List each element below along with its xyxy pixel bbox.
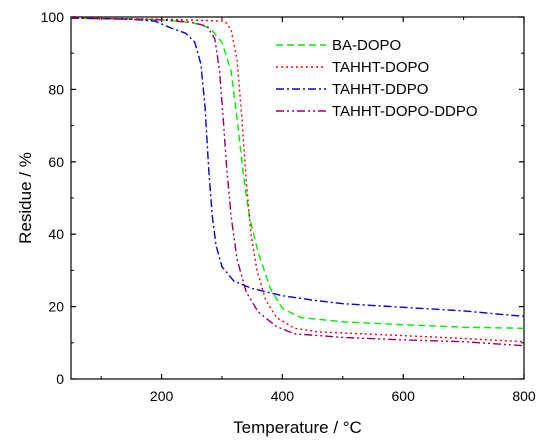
series-line-1: [70, 17, 525, 329]
x-axis-title: Temperature / °C: [233, 418, 362, 437]
legend: BA-DOPO TAHHT-DOPO TAHHT-DDPO TAHHT-DOPO-DD…: [276, 37, 478, 120]
y-tick-label: 60: [48, 154, 64, 170]
x-tick-label: 200: [150, 388, 174, 404]
y-tick-label: 100: [41, 9, 65, 25]
x-tick-label: 400: [271, 388, 295, 404]
series-line-4: [70, 17, 525, 347]
x-tick-label: 600: [392, 388, 416, 404]
x-axis-ticks: 200 400 600 800: [100, 17, 536, 404]
y-axis-ticks: 0 20 40 60 80 100: [41, 9, 524, 387]
legend-label-2: TAHHT-DOPO: [332, 59, 429, 76]
y-tick-label: 40: [48, 226, 64, 242]
series-line-3: [70, 17, 525, 318]
legend-label-3: TAHHT-DDPO: [332, 81, 428, 98]
legend-label-4: TAHHT-DOPO-DDPO: [332, 103, 478, 120]
y-tick-label: 0: [56, 371, 64, 387]
y-tick-label: 80: [48, 81, 64, 97]
series-layer: [70, 17, 525, 347]
y-tick-label: 20: [48, 299, 64, 315]
plot-frame: [70, 16, 525, 380]
x-tick-label: 800: [512, 388, 536, 404]
y-axis-title: Residue / %: [16, 152, 35, 244]
series-line-2: [70, 17, 525, 343]
legend-label-1: BA-DOPO: [332, 37, 401, 54]
